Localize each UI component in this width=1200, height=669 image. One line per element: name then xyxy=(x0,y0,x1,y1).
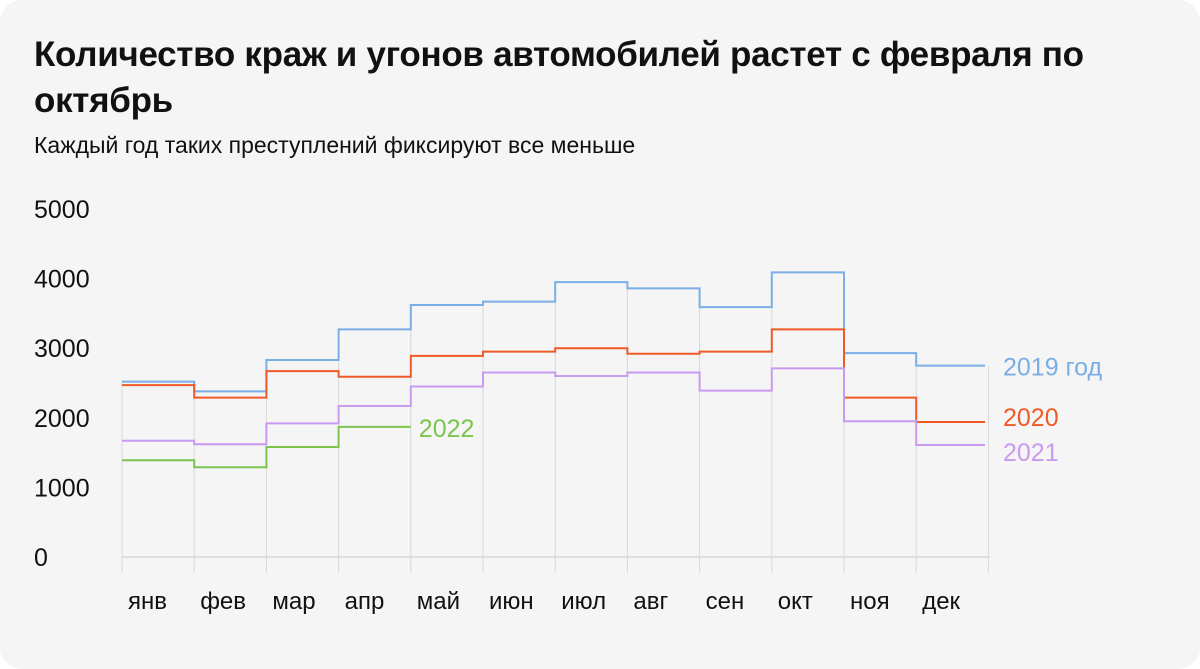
x-tick-label: июн xyxy=(489,588,534,615)
x-tick-label: мар xyxy=(272,588,315,615)
x-tick-label: дек xyxy=(922,588,960,615)
series-line-2019-год xyxy=(122,271,985,393)
series-line-2021 xyxy=(122,367,985,446)
series-label: 2021 xyxy=(1003,439,1059,467)
series-label: 2019 год xyxy=(1003,354,1102,382)
y-tick-label: 3000 xyxy=(34,335,90,363)
x-tick-label: окт xyxy=(778,588,813,615)
x-tick-label: апр xyxy=(345,588,385,615)
x-tick-label: янв xyxy=(128,588,167,615)
series-label: 2020 xyxy=(1003,404,1059,432)
y-tick-label: 5000 xyxy=(34,196,90,224)
chart-subtitle: Каждый год таких преступлений фиксируют … xyxy=(34,132,636,158)
x-tick-label: фев xyxy=(200,588,246,615)
x-tick-label: авг xyxy=(633,588,668,615)
x-tick-label: ноя xyxy=(850,588,890,615)
x-tick-label: июл xyxy=(561,588,606,615)
y-tick-label: 4000 xyxy=(34,266,90,294)
x-tick-label: май xyxy=(417,588,460,615)
chart-title: Количество краж и угонов автомобилей рас… xyxy=(34,35,1084,120)
labels-layer: 0 1000 2000 3000 4000 5000 янв фев мар апр май июн и… xyxy=(34,196,1102,615)
y-tick-label: 1000 xyxy=(34,474,90,502)
axes-layer xyxy=(121,272,991,573)
y-tick-label: 2000 xyxy=(34,405,90,433)
x-tick-label: сен xyxy=(706,588,745,615)
y-tick-label: 0 xyxy=(34,544,48,572)
series-layer xyxy=(122,271,985,469)
series-line-2020 xyxy=(122,328,985,423)
series-line-2022 xyxy=(122,425,411,469)
series-label: 2022 xyxy=(419,415,475,443)
